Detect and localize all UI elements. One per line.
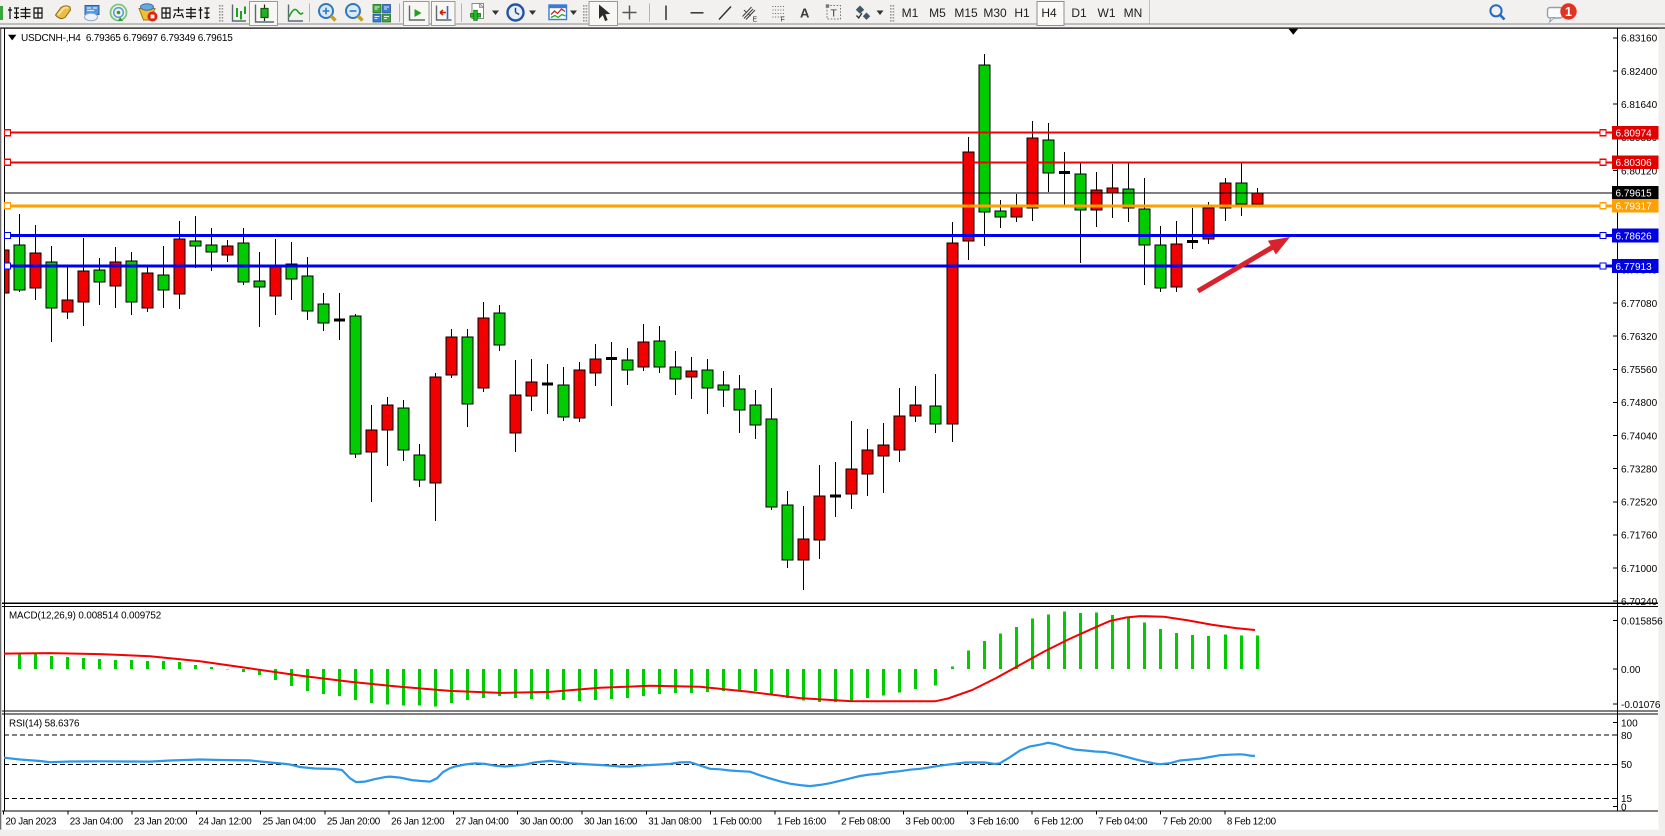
svg-text:6.70240: 6.70240 [1621, 597, 1658, 608]
svg-text:T: T [831, 8, 838, 20]
svg-text:USDCNH-,H4 6.79365 6.79697 6.: USDCNH-,H4 6.79365 6.79697 6.79349 6.796… [21, 33, 233, 44]
svg-text:1 Feb 00:00: 1 Feb 00:00 [713, 816, 763, 827]
svg-text:6.82400: 6.82400 [1621, 67, 1658, 78]
svg-text:23 Jan 20:00: 23 Jan 20:00 [134, 816, 188, 827]
svg-text:8 Feb 12:00: 8 Feb 12:00 [1227, 816, 1277, 827]
svg-text:23 Jan 04:00: 23 Jan 04:00 [70, 816, 124, 827]
svg-text:6.77913: 6.77913 [1616, 262, 1653, 273]
svg-text:F: F [781, 17, 785, 24]
svg-text:6.80974: 6.80974 [1616, 128, 1653, 139]
svg-text:20 Jan 2023: 20 Jan 2023 [6, 816, 57, 827]
svg-text:0: 0 [1621, 802, 1627, 813]
svg-text:W1: W1 [1098, 6, 1116, 20]
svg-text:1 Feb 16:00: 1 Feb 16:00 [777, 816, 827, 827]
svg-text:6.78626: 6.78626 [1616, 231, 1653, 242]
svg-text:6.72520: 6.72520 [1621, 498, 1658, 509]
svg-text:0.00: 0.00 [1621, 665, 1641, 676]
svg-text:100: 100 [1621, 718, 1638, 729]
svg-text:6.80120: 6.80120 [1621, 166, 1658, 177]
svg-text:80: 80 [1621, 731, 1633, 742]
svg-text:6.80306: 6.80306 [1616, 158, 1653, 169]
svg-text:24 Jan 12:00: 24 Jan 12:00 [198, 816, 252, 827]
svg-text:7 Feb 04:00: 7 Feb 04:00 [1098, 816, 1148, 827]
svg-text:D1: D1 [1071, 6, 1087, 20]
svg-text:6.75560: 6.75560 [1621, 365, 1658, 376]
svg-text:M5: M5 [929, 6, 946, 20]
svg-text:6.79615: 6.79615 [1616, 189, 1653, 200]
svg-text:A: A [800, 6, 810, 21]
svg-text:6.81640: 6.81640 [1621, 100, 1658, 111]
svg-text:30 Jan 00:00: 30 Jan 00:00 [520, 816, 574, 827]
svg-text:1: 1 [1565, 5, 1572, 19]
svg-text:3 Feb 16:00: 3 Feb 16:00 [970, 816, 1020, 827]
svg-text:6.73280: 6.73280 [1621, 465, 1658, 476]
svg-text:MACD(12,26,9) 0.008514 0.00975: MACD(12,26,9) 0.008514 0.009752 [9, 610, 161, 621]
svg-text:6.74800: 6.74800 [1621, 398, 1658, 409]
svg-text:M30: M30 [983, 6, 1007, 20]
svg-text:31 Jan 08:00: 31 Jan 08:00 [648, 816, 702, 827]
svg-text:6 Feb 12:00: 6 Feb 12:00 [1034, 816, 1084, 827]
svg-text:26 Jan 12:00: 26 Jan 12:00 [391, 816, 445, 827]
svg-text:30 Jan 16:00: 30 Jan 16:00 [584, 816, 638, 827]
svg-text:6.83160: 6.83160 [1621, 34, 1658, 45]
svg-text:50: 50 [1621, 760, 1633, 771]
svg-text:27 Jan 04:00: 27 Jan 04:00 [455, 816, 509, 827]
svg-text:MN: MN [1124, 6, 1143, 20]
svg-text:E: E [753, 17, 758, 24]
svg-text:6.76320: 6.76320 [1621, 332, 1658, 343]
svg-text:15: 15 [1621, 794, 1633, 805]
svg-text:H1: H1 [1014, 6, 1030, 20]
svg-text:25 Jan 20:00: 25 Jan 20:00 [327, 816, 381, 827]
svg-text:6.77080: 6.77080 [1621, 299, 1658, 310]
svg-text:2 Feb 08:00: 2 Feb 08:00 [841, 816, 891, 827]
svg-text:M1: M1 [902, 6, 919, 20]
svg-text:25 Jan 04:00: 25 Jan 04:00 [263, 816, 317, 827]
svg-text:6.74040: 6.74040 [1621, 431, 1658, 442]
svg-text:RSI(14) 58.6376: RSI(14) 58.6376 [9, 718, 80, 729]
svg-text:7 Feb 20:00: 7 Feb 20:00 [1163, 816, 1213, 827]
svg-text:6.71000: 6.71000 [1621, 564, 1658, 575]
svg-text:H4: H4 [1041, 6, 1057, 20]
svg-text:6.79317: 6.79317 [1616, 202, 1653, 213]
svg-text:-0.01076: -0.01076 [1621, 700, 1661, 711]
svg-text:M15: M15 [954, 6, 978, 20]
svg-text:0.015856: 0.015856 [1621, 616, 1663, 627]
svg-text:6.71760: 6.71760 [1621, 531, 1658, 542]
svg-text:3 Feb 00:00: 3 Feb 00:00 [905, 816, 955, 827]
